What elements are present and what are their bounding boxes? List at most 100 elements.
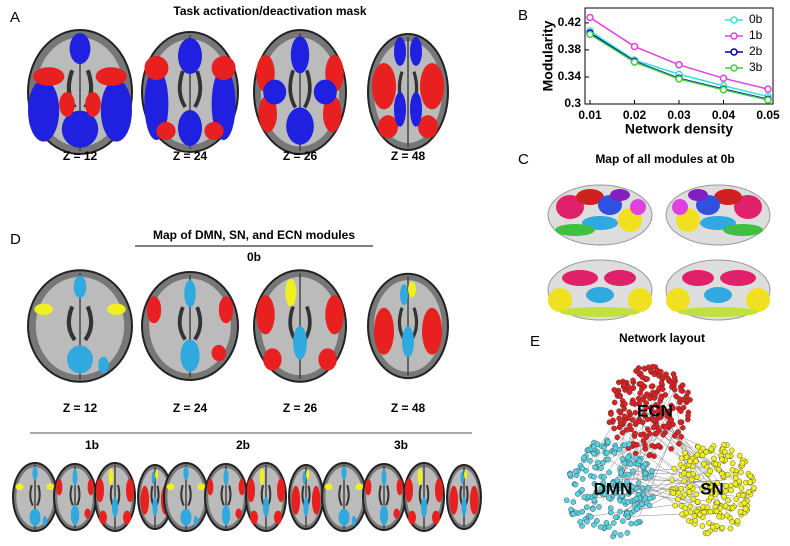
- module-patch: [688, 189, 708, 201]
- node: [725, 453, 731, 459]
- activation: [263, 79, 287, 105]
- node: [646, 502, 653, 509]
- node: [629, 483, 636, 490]
- activation: [123, 510, 131, 525]
- node: [701, 509, 707, 516]
- activation: [324, 483, 333, 491]
- z-label: Z = 26: [283, 149, 318, 163]
- node: [694, 499, 701, 505]
- node: [633, 495, 640, 502]
- node: [581, 454, 587, 461]
- module-patch: [723, 224, 763, 236]
- z-label: Z = 24: [173, 149, 208, 163]
- node: [742, 505, 749, 512]
- module-patch: [714, 189, 742, 205]
- module-patch: [704, 287, 732, 303]
- panel-letter: C: [518, 151, 529, 168]
- node: [675, 429, 681, 435]
- node: [714, 480, 720, 486]
- node: [591, 522, 597, 528]
- module-patch: [746, 288, 770, 312]
- node: [654, 367, 661, 374]
- node: [695, 444, 701, 450]
- node: [737, 508, 744, 515]
- activation: [338, 508, 350, 526]
- activation: [178, 110, 202, 146]
- x-tick-label: 0.05: [756, 108, 780, 122]
- module-patch: [672, 199, 688, 215]
- z-label: Z = 26: [283, 401, 318, 415]
- node: [729, 505, 736, 511]
- node: [729, 518, 735, 525]
- node: [704, 530, 711, 537]
- node: [601, 474, 607, 480]
- node: [688, 476, 695, 483]
- node: [668, 446, 674, 452]
- node: [707, 494, 714, 501]
- node: [579, 508, 586, 515]
- node: [600, 479, 607, 486]
- node: [635, 480, 642, 486]
- node: [617, 508, 623, 515]
- node: [640, 396, 646, 403]
- y-tick-label: 0.34: [558, 69, 582, 83]
- node: [648, 404, 654, 411]
- module-patch: [678, 307, 758, 317]
- node: [650, 417, 657, 424]
- node: [626, 441, 632, 448]
- node: [671, 465, 678, 472]
- node: [615, 482, 622, 488]
- activation: [394, 36, 406, 66]
- z-label: Z = 48: [391, 401, 426, 415]
- activation: [207, 478, 214, 496]
- activation: [69, 33, 91, 65]
- line-chart: 0.3 0.34 0.38 0.42 0.01 0.02 0.03 0.04 0.05 Netwo…: [540, 7, 780, 137]
- node: [651, 371, 658, 378]
- ventricle: [69, 485, 81, 506]
- node: [728, 487, 734, 494]
- node: [612, 530, 618, 536]
- activation: [184, 280, 196, 308]
- node: [646, 452, 652, 459]
- panel-letter: E: [530, 333, 540, 350]
- node: [685, 389, 691, 396]
- activation: [393, 508, 400, 519]
- node: [650, 389, 656, 396]
- activation: [449, 485, 459, 515]
- node: [567, 471, 573, 478]
- node: [639, 485, 646, 491]
- node: [680, 424, 686, 431]
- node: [671, 386, 678, 393]
- node: [716, 513, 722, 520]
- node: [591, 497, 598, 504]
- node: [699, 485, 705, 492]
- activation: [211, 344, 226, 362]
- panel-letter: A: [10, 9, 20, 26]
- legend-marker: [730, 16, 738, 24]
- node: [605, 456, 611, 463]
- node: [622, 401, 628, 407]
- activation: [378, 115, 398, 139]
- activation: [223, 468, 229, 486]
- node: [699, 523, 706, 529]
- activation: [402, 326, 414, 358]
- node: [733, 496, 740, 502]
- condition-label: 0b: [247, 250, 261, 264]
- node: [704, 504, 711, 511]
- activation: [126, 478, 134, 503]
- activation: [61, 110, 99, 148]
- activation: [70, 505, 80, 526]
- node: [579, 487, 585, 493]
- ventricle: [177, 306, 203, 341]
- node: [647, 395, 653, 402]
- activation: [417, 468, 423, 486]
- node: [678, 408, 684, 414]
- node: [650, 424, 657, 431]
- node: [570, 499, 577, 505]
- node: [682, 450, 688, 456]
- node: [745, 489, 752, 495]
- module-patch: [682, 270, 714, 286]
- ventricle: [378, 485, 390, 506]
- node: [690, 496, 697, 503]
- node: [724, 512, 730, 519]
